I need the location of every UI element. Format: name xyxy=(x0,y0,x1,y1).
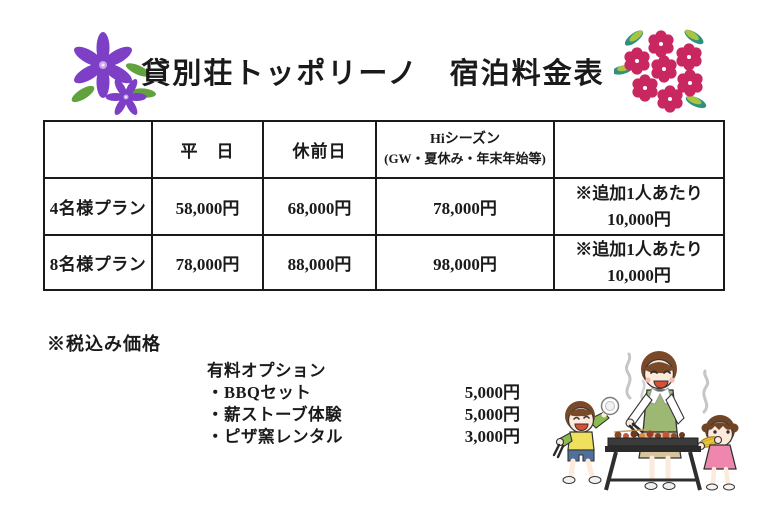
note-line: 10,000円 xyxy=(607,209,671,229)
smoke-wisp xyxy=(702,369,710,414)
table-header-hi-season: Hiシーズン (GW・夏休み・年末年始等) xyxy=(375,120,555,179)
plan-name: 8名様プラン xyxy=(43,234,153,291)
option-price: 3,000円 xyxy=(464,427,520,446)
table-header-pre-holiday: 休前日 xyxy=(262,120,377,179)
hi-season-label: Hiシーズン xyxy=(429,132,501,148)
price-hi-season: 98,000円 xyxy=(375,234,555,291)
tax-note: ※税込み価格 xyxy=(47,334,161,354)
table-header-extra xyxy=(553,120,725,179)
plan-name: 4名様プラン xyxy=(43,177,153,236)
girl-figure xyxy=(696,415,739,491)
boy-figure xyxy=(552,396,620,484)
smoke-wisp xyxy=(624,352,632,400)
price-pre-holiday: 88,000円 xyxy=(262,234,377,291)
options-heading: 有料オプション xyxy=(207,361,326,380)
option-price: 5,000円 xyxy=(464,383,520,402)
bbq-grill xyxy=(604,428,702,491)
pink-flower-bouquet-icon xyxy=(614,29,707,113)
table-header-corner xyxy=(43,120,153,179)
option-item: ・薪ストーブ体験 5,000円 xyxy=(207,404,520,426)
price-weekday: 58,000円 xyxy=(151,177,264,236)
note-line: ※追加1人あたり xyxy=(575,184,703,203)
purple-flowers-icon xyxy=(71,32,156,115)
pink-flower-cluster xyxy=(624,30,703,113)
option-item: ・ピザ窯レンタル 3,000円 xyxy=(207,426,520,448)
note-line: 10,000円 xyxy=(607,265,671,285)
price-pre-holiday: 68,000円 xyxy=(262,177,377,236)
extra-person-note: ※追加1人あたり 10,000円 xyxy=(553,177,725,236)
option-item: ・BBQセット 5,000円 xyxy=(207,382,520,404)
price-weekday: 78,000円 xyxy=(151,234,264,291)
table-header-weekday: 平 日 xyxy=(151,120,264,179)
option-price: 5,000円 xyxy=(464,405,520,424)
option-label: ・ピザ窯レンタル xyxy=(207,427,343,446)
price-hi-season: 78,000円 xyxy=(375,177,555,236)
table-header-row: 平 日 休前日 Hiシーズン (GW・夏休み・年末年始等) xyxy=(43,120,725,179)
page-title: 貸別荘トッポリーノ 宿泊料金表 xyxy=(141,58,605,90)
table-row: 8名様プラン 78,000円 88,000円 98,000円 ※追加1人あたり … xyxy=(43,234,725,291)
hi-season-sublabel: (GW・夏休み・年末年始等) xyxy=(384,151,546,167)
mother-figure xyxy=(625,351,685,490)
extra-person-note: ※追加1人あたり 10,000円 xyxy=(553,234,725,291)
table-row: 4名様プラン 58,000円 68,000円 78,000円 ※追加1人あたり … xyxy=(43,177,725,236)
option-label: ・BBQセット xyxy=(207,383,312,402)
option-label: ・薪ストーブ体験 xyxy=(207,405,343,424)
note-line: ※追加1人あたり xyxy=(575,240,703,259)
price-table: 平 日 休前日 Hiシーズン (GW・夏休み・年末年始等) 4名様プラン 58,… xyxy=(43,120,725,291)
paid-options: 有料オプション ・BBQセット 5,000円 ・薪ストーブ体験 5,000円 ・… xyxy=(207,360,520,448)
family-bbq-illustration xyxy=(552,351,739,491)
